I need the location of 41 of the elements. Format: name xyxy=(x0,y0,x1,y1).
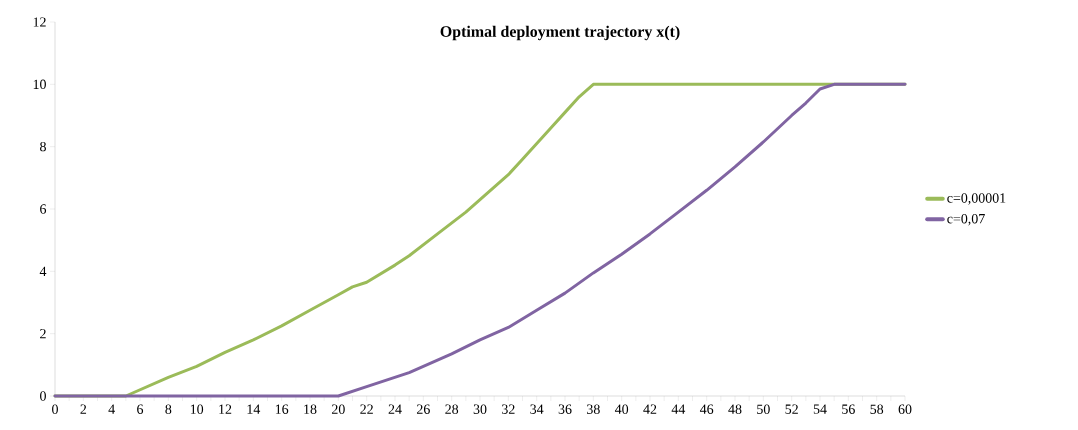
x-tick-label: 38 xyxy=(587,404,600,414)
y-tick-label: 4 xyxy=(39,266,47,276)
y-tick-label: 0 xyxy=(40,391,46,401)
chart-title: Optimal deployment trajectory x(t) xyxy=(440,25,680,41)
y-tick-label: 10 xyxy=(33,79,46,90)
x-tick-label: 14 xyxy=(247,404,261,414)
y-tick-label: 2 xyxy=(40,329,46,339)
x-tick-label: 54 xyxy=(813,404,827,414)
x-tick-label: 26 xyxy=(416,404,430,414)
y-tick-label: 12 xyxy=(33,17,46,27)
x-tick-label: 28 xyxy=(445,404,459,414)
x-tick-label: 10 xyxy=(190,404,204,414)
x-tick-label: 6 xyxy=(137,404,144,414)
x-tick-label: 2 xyxy=(80,404,87,414)
x-tick-label: 58 xyxy=(870,404,884,414)
y-tick-label: 6 xyxy=(40,204,47,214)
x-tick-label: 8 xyxy=(165,404,172,414)
x-tick-label: 12 xyxy=(219,404,232,414)
x-tick-label: 44 xyxy=(671,404,686,414)
x-tick-label: 56 xyxy=(842,404,855,414)
x-tick-label: 22 xyxy=(360,404,373,414)
x-tick-label: 20 xyxy=(331,404,345,414)
x-tick-label: 24 xyxy=(388,404,402,414)
x-tick-label: 42 xyxy=(643,404,657,414)
x-tick-label: 36 xyxy=(558,404,572,414)
x-tick-label: 0 xyxy=(52,404,58,414)
x-tick-label: 4 xyxy=(108,404,115,414)
x-tick-label: 46 xyxy=(699,404,714,414)
x-tick-label: 18 xyxy=(304,404,317,414)
x-tick-label: 60 xyxy=(898,404,912,414)
x-tick-label: 40 xyxy=(614,404,629,414)
y-tick-label: 8 xyxy=(40,141,46,152)
x-tick-label: 16 xyxy=(275,404,289,414)
x-tick-label: 52 xyxy=(785,404,798,414)
x-tick-label: 34 xyxy=(530,404,544,414)
x-tick-label: 30 xyxy=(473,404,487,414)
x-tick-label: 32 xyxy=(502,404,515,414)
x-tick-label: 50 xyxy=(757,404,770,414)
x-tick-label: 48 xyxy=(728,404,742,414)
legend-label: c=0,07 xyxy=(947,213,985,226)
legend-label: c=0,00001 xyxy=(947,193,1006,205)
